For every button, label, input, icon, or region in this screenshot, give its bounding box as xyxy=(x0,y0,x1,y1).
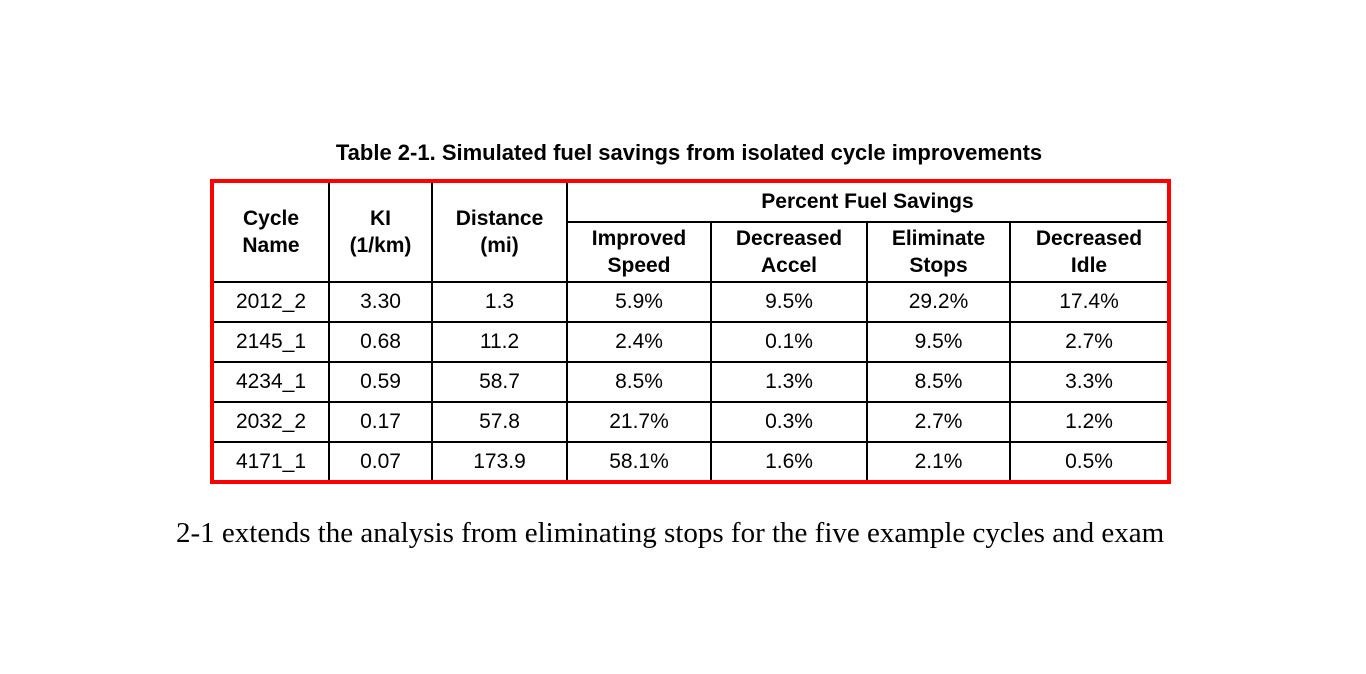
table-title: Table 2-1. Simulated fuel savings from i… xyxy=(335,140,1043,165)
cell-improved-speed: 21.7% xyxy=(566,401,712,443)
cell-ki: 3.30 xyxy=(328,281,433,323)
column-header-improved-speed: Improved Speed xyxy=(566,221,712,283)
cell-cycle-name: 4171_1 xyxy=(211,441,330,483)
column-header-eliminate-stops: Eliminate Stops xyxy=(866,221,1011,283)
table-row: 2145_1 0.68 11.2 2.4% 0.1% 9.5% 2.7% xyxy=(211,321,1170,363)
cell-eliminate-stops: 2.7% xyxy=(866,401,1011,443)
cell-distance: 1.3 xyxy=(431,281,568,323)
body-paragraph: 2-1 extends the analysis from eliminatin… xyxy=(176,517,1165,549)
column-header-decreased-accel: Decreased Accel xyxy=(710,221,868,283)
cell-eliminate-stops: 8.5% xyxy=(866,361,1011,403)
table-row: 4171_1 0.07 173.9 58.1% 1.6% 2.1% 0.5% xyxy=(211,441,1170,483)
cell-improved-speed: 2.4% xyxy=(566,321,712,363)
cell-distance: 58.7 xyxy=(431,361,568,403)
cell-distance: 57.8 xyxy=(431,401,568,443)
cell-decreased-idle: 17.4% xyxy=(1009,281,1170,323)
column-header-distance: Distance (mi) xyxy=(431,180,568,283)
cell-improved-speed: 8.5% xyxy=(566,361,712,403)
cell-decreased-idle: 3.3% xyxy=(1009,361,1170,403)
cell-ki: 0.07 xyxy=(328,441,433,483)
cell-ki: 0.17 xyxy=(328,401,433,443)
cell-decreased-accel: 1.6% xyxy=(710,441,868,483)
cell-ki: 0.59 xyxy=(328,361,433,403)
header-row-top: Cycle Name KI (1/km) Distance (mi) Perce… xyxy=(211,180,1170,283)
column-header-decreased-idle: Decreased Idle xyxy=(1009,221,1170,283)
cell-decreased-idle: 0.5% xyxy=(1009,441,1170,483)
cell-eliminate-stops: 2.1% xyxy=(866,441,1011,483)
table-row: 2012_2 3.30 1.3 5.9% 9.5% 29.2% 17.4% xyxy=(211,281,1170,323)
cell-decreased-accel: 9.5% xyxy=(710,281,868,323)
cell-eliminate-stops: 9.5% xyxy=(866,321,1011,363)
column-header-cycle-name: Cycle Name xyxy=(211,180,330,283)
cell-distance: 173.9 xyxy=(431,441,568,483)
cell-decreased-idle: 1.2% xyxy=(1009,401,1170,443)
cell-decreased-accel: 0.1% xyxy=(710,321,868,363)
cell-improved-speed: 5.9% xyxy=(566,281,712,323)
column-header-ki: KI (1/km) xyxy=(328,180,433,283)
column-header-percent-fuel-savings: Percent Fuel Savings xyxy=(566,180,1170,223)
cell-improved-speed: 58.1% xyxy=(566,441,712,483)
cell-cycle-name: 2012_2 xyxy=(211,281,330,323)
cell-cycle-name: 4234_1 xyxy=(211,361,330,403)
cell-ki: 0.68 xyxy=(328,321,433,363)
table-row: 2032_2 0.17 57.8 21.7% 0.3% 2.7% 1.2% xyxy=(211,401,1170,443)
cell-decreased-accel: 0.3% xyxy=(710,401,868,443)
cell-cycle-name: 2032_2 xyxy=(211,401,330,443)
cell-distance: 11.2 xyxy=(431,321,568,363)
fuel-savings-table: Cycle Name KI (1/km) Distance (mi) Perce… xyxy=(210,179,1171,484)
cell-decreased-accel: 1.3% xyxy=(710,361,868,403)
header-row-sub: Improved Speed Decreased Accel Eliminate… xyxy=(212,221,1170,283)
cell-decreased-idle: 2.7% xyxy=(1009,321,1170,363)
table-row: 4234_1 0.59 58.7 8.5% 1.3% 8.5% 3.3% xyxy=(211,361,1170,403)
cell-eliminate-stops: 29.2% xyxy=(866,281,1011,323)
cell-cycle-name: 2145_1 xyxy=(211,321,330,363)
